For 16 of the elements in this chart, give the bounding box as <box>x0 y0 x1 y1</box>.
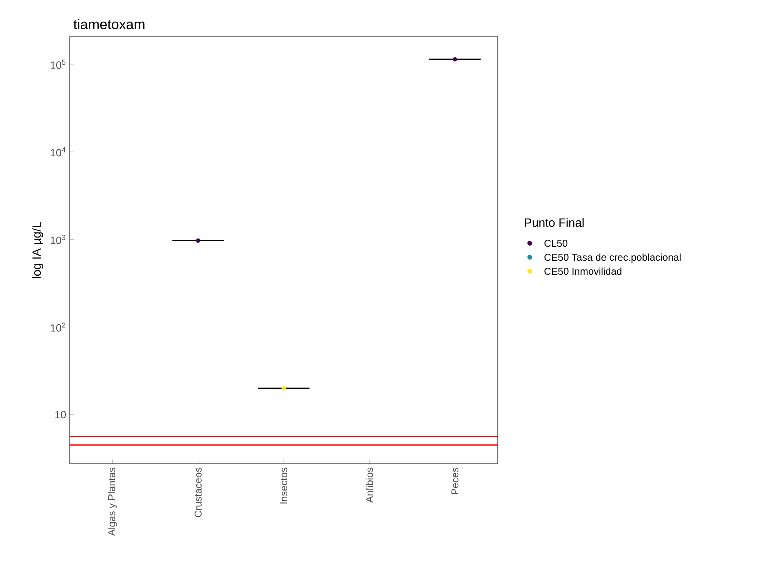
y-tick-label: 10$^{5}$ <box>51 60 66 70</box>
x-tick-label: Peces <box>452 468 459 494</box>
y-tick-label: 10$^{4}$ <box>51 148 66 157</box>
legend-title: Punto Final <box>525 218 584 228</box>
y-tick-label: 10$^{3}$ <box>51 235 66 244</box>
y-tick-label: 10 <box>56 411 66 419</box>
x-tick-label: Anfibios <box>366 468 374 503</box>
legend-label: CL50 <box>544 240 568 248</box>
chart-title: tiametoxam <box>74 19 145 30</box>
x-tick-label: Algas y Plantas <box>108 468 118 536</box>
y-tick-label: 10$^{2}$ <box>51 322 66 332</box>
y-axis-title: log IA µg/L <box>32 222 44 278</box>
x-tick-label: Crustaceos <box>194 468 202 518</box>
legend-label: CE50 Tasa de crec.poblacional <box>544 254 681 264</box>
legend-label: CE50 Inmovilidad <box>544 268 622 276</box>
x-tick-label: Insectos <box>280 468 288 504</box>
